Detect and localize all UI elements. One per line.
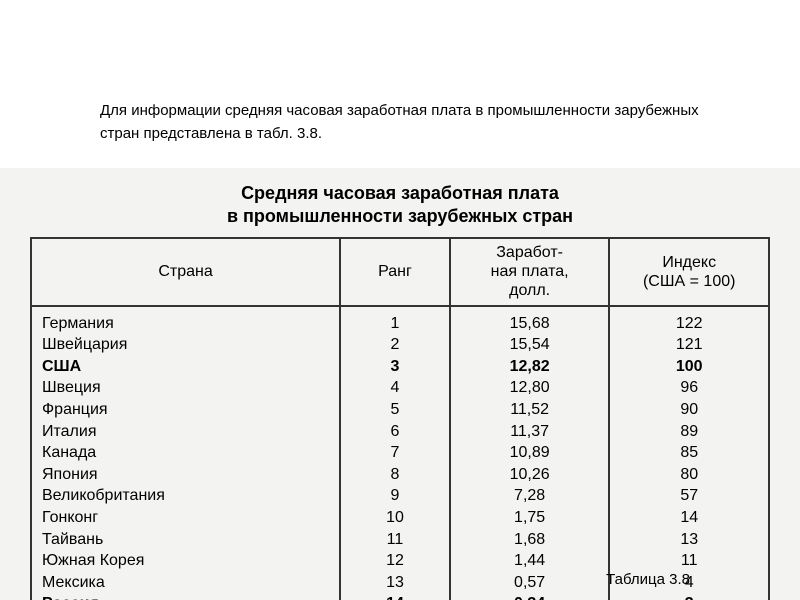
col-wage-l2: ная плата, (491, 263, 569, 280)
cell-country-value: Япония (42, 464, 329, 486)
col-index-l1: Индекс (662, 254, 716, 271)
cell-country-value: Тайвань (42, 529, 329, 551)
cell-rank-value: 13 (351, 572, 439, 594)
cell-index-value: 80 (620, 464, 758, 486)
cell-rank-value: 9 (351, 485, 439, 507)
cell-rank-value: 4 (351, 377, 439, 399)
cell-rank-value: 8 (351, 464, 439, 486)
col-rank: Ранг (340, 238, 450, 306)
cell-country-value: Мексика (42, 572, 329, 594)
table-container: Средняя часовая заработная плата в промы… (0, 168, 800, 600)
cell-wage-value: 10,89 (461, 442, 599, 464)
cell-index-value: 3 (620, 593, 758, 600)
table-caption: Таблица 3.8 (606, 571, 690, 588)
cell-index-value: 121 (620, 334, 758, 356)
cell-wage-value: 11,37 (461, 421, 599, 443)
cell-wage-value: 1,44 (461, 550, 599, 572)
cell-index-value: 100 (620, 356, 758, 378)
wage-table: Страна Ранг Заработ- ная плата, долл. Ин… (30, 237, 770, 600)
cell-index-value: 11 (620, 550, 758, 572)
cell-rank-value: 12 (351, 550, 439, 572)
cell-index-value: 57 (620, 485, 758, 507)
cell-wage-value: 1,75 (461, 507, 599, 529)
cell-index-value: 89 (620, 421, 758, 443)
cell-country-value: Франция (42, 399, 329, 421)
cell-index-value: 13 (620, 529, 758, 551)
table-row: ГерманияШвейцарияСШАШвецияФранцияИталияК… (31, 306, 769, 600)
cell-wage-value: 12,80 (461, 377, 599, 399)
cell-wage-value: 1,68 (461, 529, 599, 551)
cell-country-value: США (42, 356, 329, 378)
cell-wage-value: 15,68 (461, 313, 599, 335)
intro-paragraph: Для информации средняя часовая заработна… (100, 100, 700, 145)
cell-country-value: Гонконг (42, 507, 329, 529)
cell-country-value: Великобритания (42, 485, 329, 507)
slide: Для информации средняя часовая заработна… (0, 0, 800, 600)
cell-country-value: Швейцария (42, 334, 329, 356)
cell-country-value: Швеция (42, 377, 329, 399)
cell-rank-value: 5 (351, 399, 439, 421)
table-header-row: Страна Ранг Заработ- ная плата, долл. Ин… (31, 238, 769, 306)
table-title-line2: в промышленности зарубежных стран (227, 206, 573, 226)
cell-country-value: Южная Корея (42, 550, 329, 572)
cell-wage-value: 7,28 (461, 485, 599, 507)
cell-country-value: Германия (42, 313, 329, 335)
cell-rank-value: 11 (351, 529, 439, 551)
cell-rank-value: 7 (351, 442, 439, 464)
cell-rank-value: 3 (351, 356, 439, 378)
cell-rank-value: 10 (351, 507, 439, 529)
table-title: Средняя часовая заработная плата в промы… (30, 182, 770, 227)
cell-country-value: Канада (42, 442, 329, 464)
cell-wage-value: 0,34 (461, 593, 599, 600)
cell-rank: 1234567891011121314 (340, 306, 450, 600)
cell-index-value: 85 (620, 442, 758, 464)
table-title-line1: Средняя часовая заработная плата (241, 183, 559, 203)
table-body: ГерманияШвейцарияСШАШвецияФранцияИталияК… (31, 306, 769, 600)
col-index-l2: (США = 100) (643, 273, 735, 290)
cell-country: ГерманияШвейцарияСШАШвецияФранцияИталияК… (31, 306, 340, 600)
col-country: Страна (31, 238, 340, 306)
col-wage-l1: Заработ- (496, 244, 563, 261)
cell-country-value: Россия (42, 593, 329, 600)
decorative-wave (0, 0, 800, 90)
cell-wage-value: 11,52 (461, 399, 599, 421)
cell-rank-value: 1 (351, 313, 439, 335)
cell-wage-value: 0,57 (461, 572, 599, 594)
col-wage-l3: долл. (509, 282, 550, 299)
col-wage: Заработ- ная плата, долл. (450, 238, 610, 306)
cell-rank-value: 6 (351, 421, 439, 443)
cell-index-value: 96 (620, 377, 758, 399)
cell-wage-value: 15,54 (461, 334, 599, 356)
cell-index-value: 122 (620, 313, 758, 335)
cell-wage-value: 12,82 (461, 356, 599, 378)
col-index: Индекс (США = 100) (609, 238, 769, 306)
cell-country-value: Италия (42, 421, 329, 443)
cell-index-value: 14 (620, 507, 758, 529)
cell-rank-value: 14 (351, 593, 439, 600)
cell-rank-value: 2 (351, 334, 439, 356)
cell-wage: 15,6815,5412,8212,8011,5211,3710,8910,26… (450, 306, 610, 600)
cell-index: 12212110096908985805714131143 (609, 306, 769, 600)
cell-wage-value: 10,26 (461, 464, 599, 486)
cell-index-value: 90 (620, 399, 758, 421)
